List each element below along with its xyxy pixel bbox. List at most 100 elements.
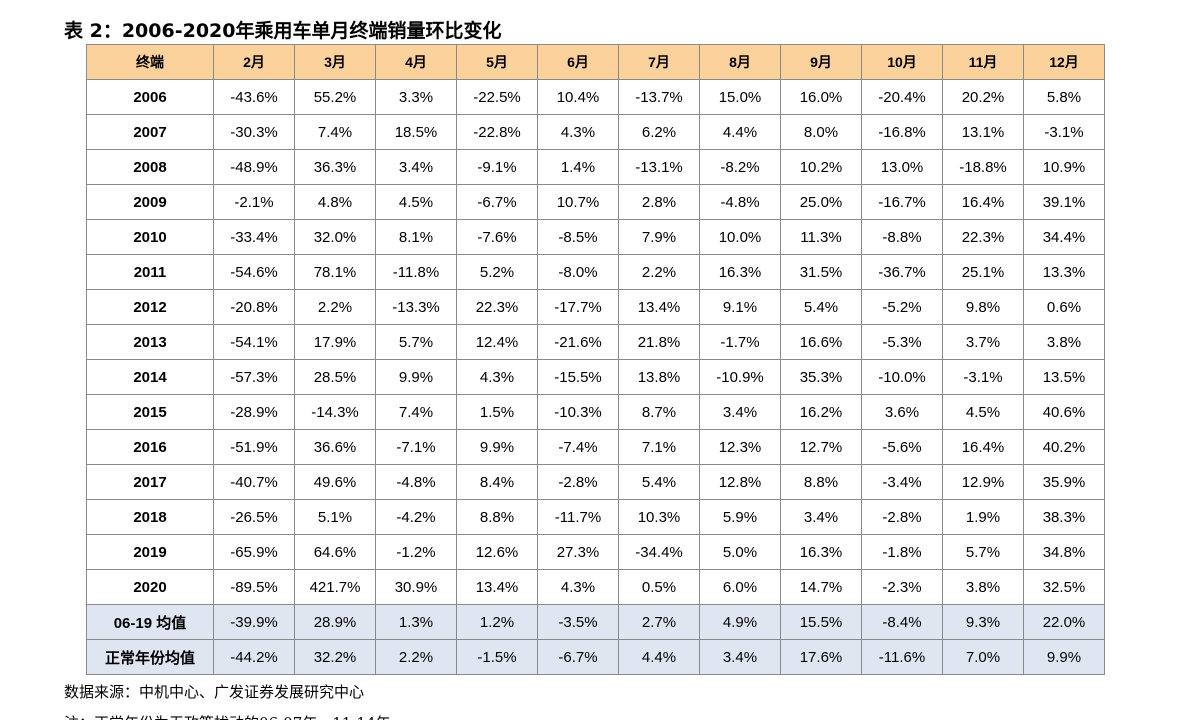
cell: -2.8% [537, 464, 619, 500]
cell: 1.5% [456, 394, 538, 430]
cell: 4.9% [699, 604, 781, 640]
cell: 16.4% [942, 429, 1024, 465]
cell: 9.8% [942, 289, 1024, 325]
cell: 78.1% [294, 254, 376, 290]
cell: 8.1% [375, 219, 457, 255]
cell: -10.3% [537, 394, 619, 430]
cell: 12.9% [942, 464, 1024, 500]
cell: -8.0% [537, 254, 619, 290]
cell: 16.4% [942, 184, 1024, 220]
cell: 9.9% [456, 429, 538, 465]
cell: 10.0% [699, 219, 781, 255]
cell: -1.8% [861, 534, 943, 570]
cell: 22.3% [456, 289, 538, 325]
cell: -1.7% [699, 324, 781, 360]
cell: 0.5% [618, 569, 700, 605]
cell: 4.3% [537, 114, 619, 150]
cell: 8.4% [456, 464, 538, 500]
cell: 8.8% [456, 499, 538, 535]
cell: 38.3% [1023, 499, 1105, 535]
row-header: 2014 [86, 359, 214, 395]
cell: 5.7% [942, 534, 1024, 570]
cell: -1.2% [375, 534, 457, 570]
cell: 9.9% [375, 359, 457, 395]
cell: -5.3% [861, 324, 943, 360]
cell: 20.2% [942, 79, 1024, 115]
cell: -22.8% [456, 114, 538, 150]
cell: -54.6% [213, 254, 295, 290]
cell: 4.3% [537, 569, 619, 605]
cell: 4.4% [618, 639, 700, 675]
cell: 4.8% [294, 184, 376, 220]
cell: 32.5% [1023, 569, 1105, 605]
cell: -8.8% [861, 219, 943, 255]
cell: 3.7% [942, 324, 1024, 360]
cell: 12.4% [456, 324, 538, 360]
cell: -10.0% [861, 359, 943, 395]
cell: 10.4% [537, 79, 619, 115]
cell: 13.0% [861, 149, 943, 185]
cell: 32.2% [294, 639, 376, 675]
header-cell: 9月 [780, 44, 862, 80]
cell: 8.0% [780, 114, 862, 150]
cell: -3.5% [537, 604, 619, 640]
row-header: 2018 [86, 499, 214, 535]
cell: -8.5% [537, 219, 619, 255]
cell: 55.2% [294, 79, 376, 115]
cell: -13.3% [375, 289, 457, 325]
cell: -7.4% [537, 429, 619, 465]
header-cell: 12月 [1023, 44, 1105, 80]
cell: 3.3% [375, 79, 457, 115]
header-cell: 3月 [294, 44, 376, 80]
cell: 11.3% [780, 219, 862, 255]
table-row: 2013 -54.1% 17.9% 5.7% 12.4% -21.6% 21.8% -1.7%… [86, 324, 1105, 360]
cell: 8.8% [780, 464, 862, 500]
cell: -13.7% [618, 79, 700, 115]
cell: -11.7% [537, 499, 619, 535]
row-header: 2008 [86, 149, 214, 185]
cell: 40.2% [1023, 429, 1105, 465]
cell: 64.6% [294, 534, 376, 570]
cell: 16.3% [699, 254, 781, 290]
cell: 3.4% [375, 149, 457, 185]
cell: 5.4% [618, 464, 700, 500]
cell: 9.1% [699, 289, 781, 325]
cell: 2.8% [618, 184, 700, 220]
cell: -7.1% [375, 429, 457, 465]
table-row: 2007 -30.3% 7.4% 18.5% -22.8% 4.3% 6.2% 4.4% 8.0… [86, 114, 1105, 150]
cell: 6.2% [618, 114, 700, 150]
cell: -57.3% [213, 359, 295, 395]
cell: 2.7% [618, 604, 700, 640]
cell: 12.3% [699, 429, 781, 465]
table-row: 2012 -20.8% 2.2% -13.3% 22.3% -17.7% 13.4% 9.1%… [86, 289, 1105, 325]
cell: 18.5% [375, 114, 457, 150]
cell: 2.2% [618, 254, 700, 290]
cell: 15.5% [780, 604, 862, 640]
cell: 5.8% [1023, 79, 1105, 115]
cell: 8.7% [618, 394, 700, 430]
cell: 7.4% [294, 114, 376, 150]
cell: 35.3% [780, 359, 862, 395]
header-cell: 10月 [861, 44, 943, 80]
cell: -11.6% [861, 639, 943, 675]
cell: 0.6% [1023, 289, 1105, 325]
cell: 30.9% [375, 569, 457, 605]
table-row: 2019 -65.9% 64.6% -1.2% 12.6% 27.3% -34.4% 5.0%… [86, 534, 1105, 570]
cell: 4.3% [456, 359, 538, 395]
cell: 1.4% [537, 149, 619, 185]
header-row: 终端 2月 3月 4月 5月 6月 7月 8月 9月 10月 11月 12月 [86, 44, 1105, 80]
cell: 5.1% [294, 499, 376, 535]
cell: -7.6% [456, 219, 538, 255]
data-table: 终端 2月 3月 4月 5月 6月 7月 8月 9月 10月 11月 12月 2006 -43.6% 55… [86, 44, 1105, 675]
cell: -30.3% [213, 114, 295, 150]
row-header: 正常年份均值 [86, 639, 214, 675]
cell: 13.4% [618, 289, 700, 325]
cell: 39.1% [1023, 184, 1105, 220]
cell: -65.9% [213, 534, 295, 570]
cell: 13.8% [618, 359, 700, 395]
cell: -40.7% [213, 464, 295, 500]
cell: 10.3% [618, 499, 700, 535]
cell: -89.5% [213, 569, 295, 605]
cell: 5.0% [699, 534, 781, 570]
cell: 7.4% [375, 394, 457, 430]
